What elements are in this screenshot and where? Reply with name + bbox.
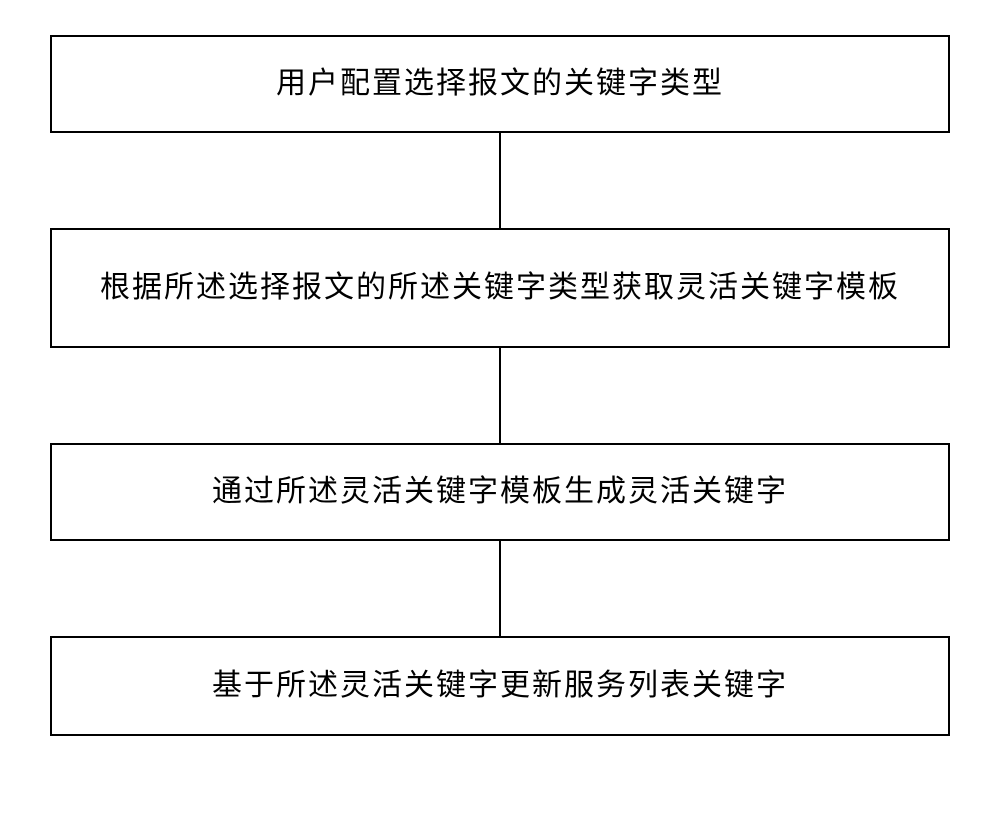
flow-step-1-label: 用户配置选择报文的关键字类型 (276, 63, 724, 105)
flow-step-4-label: 基于所述灵活关键字更新服务列表关键字 (212, 665, 788, 707)
flow-step-3-label: 通过所述灵活关键字模板生成灵活关键字 (212, 471, 788, 513)
flow-step-2: 根据所述选择报文的所述关键字类型获取灵活关键字模板 (50, 228, 950, 348)
flow-step-3: 通过所述灵活关键字模板生成灵活关键字 (50, 443, 950, 541)
flow-connector-3-4 (499, 541, 501, 636)
flow-connector-2-3 (499, 348, 501, 443)
flow-connector-1-2 (499, 133, 501, 228)
flow-step-2-label: 根据所述选择报文的所述关键字类型获取灵活关键字模板 (100, 267, 900, 309)
flowchart-container: 用户配置选择报文的关键字类型 根据所述选择报文的所述关键字类型获取灵活关键字模板… (50, 35, 950, 736)
flow-step-4: 基于所述灵活关键字更新服务列表关键字 (50, 636, 950, 736)
flow-step-1: 用户配置选择报文的关键字类型 (50, 35, 950, 133)
